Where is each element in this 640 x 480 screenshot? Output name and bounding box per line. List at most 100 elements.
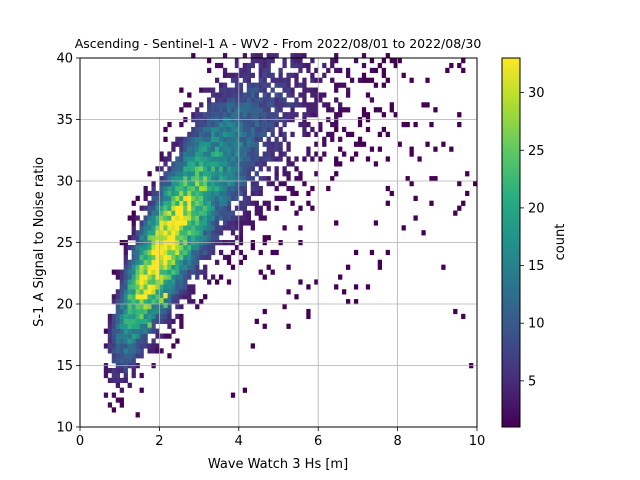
heatmap-cell [143,294,148,300]
heatmap-cell [211,205,216,211]
heatmap-cell [322,141,327,147]
heatmap-cell [211,102,216,108]
heatmap-cell [242,210,248,216]
heatmap-cell [246,126,252,133]
heatmap-cell [278,72,283,78]
heatmap-cell [127,264,132,270]
heatmap-cell [187,185,192,192]
heatmap-cell [310,92,315,98]
heatmap-cell [262,200,267,206]
heatmap-cell [179,304,184,310]
heatmap-cell [143,289,148,295]
heatmap-cell [207,107,212,113]
heatmap-cell [163,181,168,187]
heatmap-cell [119,328,124,334]
heatmap-cell [167,176,172,182]
heatmap-cell [207,146,212,152]
heatmap-cell [183,171,188,177]
heatmap-cell [147,328,152,334]
heatmap-cell [171,176,176,182]
heatmap-cell [218,107,224,113]
heatmap-cell [159,185,164,192]
heatmap-cell [246,97,252,103]
heatmap-cell [310,107,315,113]
heatmap-cell [167,289,172,295]
heatmap-cell [433,176,438,182]
heatmap-cell [151,279,156,285]
heatmap-cell [349,77,355,83]
heatmap-cell [203,190,208,197]
heatmap-cell [242,136,248,142]
heatmap-cell [270,151,275,157]
heatmap-cell [155,205,160,211]
heatmap-cell [183,136,188,142]
heatmap-cell [207,87,212,93]
heatmap-cell [191,244,196,251]
heatmap-cell [187,171,192,177]
heatmap-cell [139,289,144,295]
heatmap-cell [421,102,426,108]
heatmap-cell [298,67,303,74]
heatmap-cell [171,210,176,216]
heatmap-cell [222,141,228,147]
heatmap-cell [179,181,184,187]
heatmap-cell [203,205,208,211]
heatmap-cell [218,185,224,192]
heatmap-cell [246,82,252,88]
heatmap-cell [187,220,192,226]
heatmap-cell [250,190,255,197]
heatmap-cell [306,284,311,290]
heatmap-cell [163,161,168,167]
heatmap-cell [230,220,236,226]
heatmap-cell [234,176,240,182]
heatmap-cell [342,289,347,295]
heatmap-cell [294,97,299,103]
heatmap-cell [218,121,224,128]
heatmap-cell [131,254,136,261]
heatmap-cell [191,146,196,152]
heatmap-cell [230,176,236,182]
heatmap-cell [429,121,434,128]
heatmap-cell [167,244,172,251]
heatmap-cell [250,200,255,206]
heatmap-cell [103,372,109,379]
heatmap-cell [131,304,136,310]
heatmap-cell [179,274,184,280]
heatmap-cell [147,284,152,290]
heatmap-cell [183,264,188,270]
heatmap-cell [234,136,240,142]
heatmap-cell [171,220,176,226]
heatmap-cell [286,77,291,83]
heatmap-cell [242,254,248,261]
heatmap-cell [290,72,295,78]
heatmap-cell [171,235,176,241]
heatmap-cell [238,161,244,167]
heatmap-cell [373,220,379,226]
y-tick-label: 15 [56,359,73,374]
heatmap-cell [345,72,351,78]
heatmap-cell [214,279,220,285]
heatmap-cell [385,156,390,162]
heatmap-cell [139,338,144,344]
heatmap-cell [123,284,128,290]
colorbar-label: count [553,224,568,261]
x-axis-ticks: 0 2 4 6 8 10 [76,427,485,449]
heatmap-cell [409,151,414,157]
heatmap-cell [457,62,462,69]
heatmap-cell [334,53,339,59]
heatmap-cell [159,348,164,354]
heatmap-cell [218,195,224,201]
heatmap-cell [461,200,466,206]
heatmap-cell [155,254,160,261]
heatmap-cell [226,72,232,78]
heatmap-cell [115,372,120,379]
heatmap-cell [171,190,176,197]
heatmap-cell [214,151,220,157]
heatmap-cell [195,166,200,172]
heatmap-cell [135,323,140,329]
heatmap-cell [139,294,144,300]
y-tick-label: 25 [56,236,73,251]
heatmap-cell [242,220,248,226]
heatmap-cell [195,146,200,152]
heatmap-cell [167,166,172,172]
